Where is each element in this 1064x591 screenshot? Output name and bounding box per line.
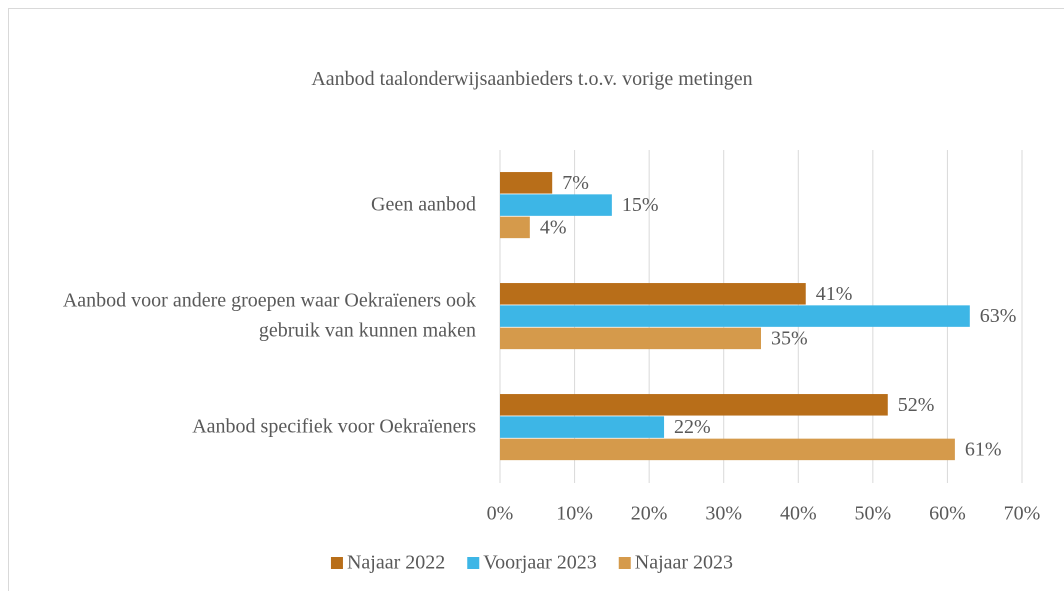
data-label: 63% [980, 305, 1017, 327]
x-tick-label: 60% [929, 503, 966, 525]
data-label: 7% [562, 172, 589, 194]
legend: Najaar 2022 Voorjaar 2023 Najaar 2023 [330, 552, 733, 574]
data-label: 15% [622, 194, 659, 216]
legend-swatch [467, 557, 480, 569]
x-tick-label: 70% [1004, 503, 1041, 525]
x-tick-label: 10% [556, 503, 593, 525]
y-tick-label: Aanbod specifiek voor Oekraïeners [192, 415, 476, 437]
x-tick-label: 0% [487, 503, 514, 525]
bar [500, 327, 761, 350]
bar [500, 283, 806, 305]
legend-label: Najaar 2023 [635, 552, 733, 574]
bar [500, 438, 955, 461]
legend-swatch [330, 557, 343, 569]
data-label: 52% [898, 394, 935, 416]
legend-swatch [618, 557, 631, 569]
data-label: 35% [771, 327, 808, 349]
bar [500, 394, 888, 416]
data-label: 22% [674, 416, 711, 438]
bar [500, 416, 665, 438]
data-label: 41% [816, 283, 853, 305]
data-label: 61% [965, 438, 1002, 460]
legend-label: Voorjaar 2023 [483, 552, 597, 574]
bar [500, 305, 970, 327]
data-label: 4% [540, 216, 567, 238]
x-tick-label: 30% [705, 503, 742, 525]
bar [500, 172, 553, 194]
x-tick-label: 20% [631, 503, 668, 525]
bar [500, 194, 612, 216]
x-tick-label: 50% [855, 503, 892, 525]
chart-title: Aanbod taalonderwijsaanbieders t.o.v. vo… [311, 68, 752, 90]
y-tick-label: Geen aanbod [371, 193, 476, 215]
legend-label: Najaar 2022 [347, 552, 445, 574]
y-tick-label: Aanbod voor andere groepen waar Oekraïen… [63, 289, 476, 341]
bar [500, 216, 530, 239]
x-tick-label: 40% [780, 503, 817, 525]
